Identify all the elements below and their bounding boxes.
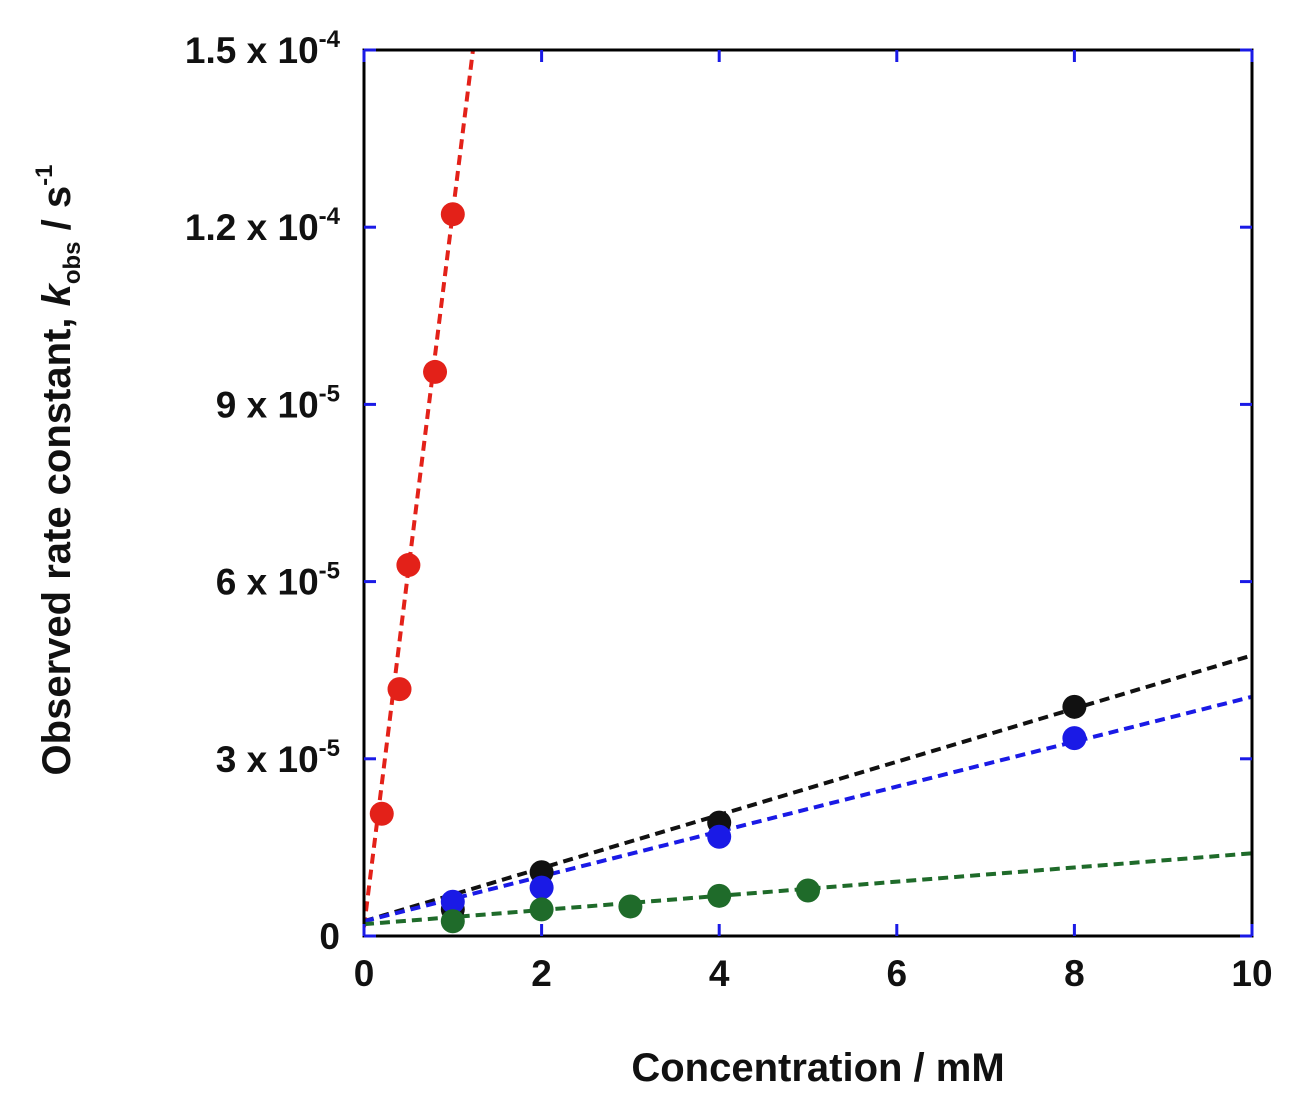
x-tick-label: 4 [709, 953, 730, 994]
data-point-green [440, 909, 465, 934]
data-point-black [1062, 694, 1087, 719]
data-point-green [529, 897, 554, 922]
data-point-green [618, 894, 643, 919]
data-points [369, 202, 1087, 934]
fit-lines [364, 50, 1252, 928]
data-point-red [387, 677, 412, 702]
data-point-blue [440, 889, 465, 914]
fit-line-black [364, 653, 1252, 924]
x-axis-title: Concentration / mM [631, 1046, 1004, 1090]
x-tick-label: 2 [531, 953, 552, 994]
y-tick-label: 1.5 x 10-4 [185, 26, 341, 71]
data-point-green [707, 883, 732, 908]
y-axis-title-unit: / s [35, 186, 79, 242]
y-tick-label: 1.2 x 10-4 [185, 203, 341, 248]
fit-line-blue [364, 694, 1252, 924]
data-point-green [796, 878, 820, 903]
x-tick-label: 10 [1231, 953, 1272, 994]
data-point-blue [529, 875, 554, 900]
x-tick-label: 6 [887, 953, 908, 994]
fit-line-green [364, 851, 1252, 927]
x-tick-label: 8 [1064, 953, 1085, 994]
data-point-blue [1062, 726, 1087, 751]
y-axis-title-symbol: k [35, 282, 79, 306]
data-point-red [369, 801, 394, 826]
data-point-red [423, 359, 448, 384]
y-axis-title: Observed rate constant, kobs / s-1 [31, 165, 86, 776]
x-tick-labels: 0 2 4 6 8 10 [354, 953, 1273, 994]
y-tick-label: 0 [319, 916, 340, 957]
fit-line-red [364, 50, 475, 928]
axis-ticks [362, 48, 1254, 938]
data-point-red [440, 202, 465, 227]
data-point-blue [707, 824, 732, 849]
y-tick-label: 3 x 10-5 [216, 735, 340, 780]
y-axis-title-subscript: obs [59, 241, 86, 284]
y-tick-label: 6 x 10-5 [216, 558, 340, 603]
y-tick-label: 9 x 10-5 [216, 380, 340, 425]
y-axis-title-prefix: Observed rate constant, [35, 306, 79, 775]
y-tick-labels: 0 3 x 10-5 6 x 10-5 9 x 10-5 1.2 x 10-4 1.5 x… [185, 26, 341, 957]
x-tick-label: 0 [354, 953, 375, 994]
data-point-red [396, 553, 421, 578]
plot-frame [362, 48, 1254, 938]
y-axis-title-exponent: -1 [31, 165, 58, 186]
